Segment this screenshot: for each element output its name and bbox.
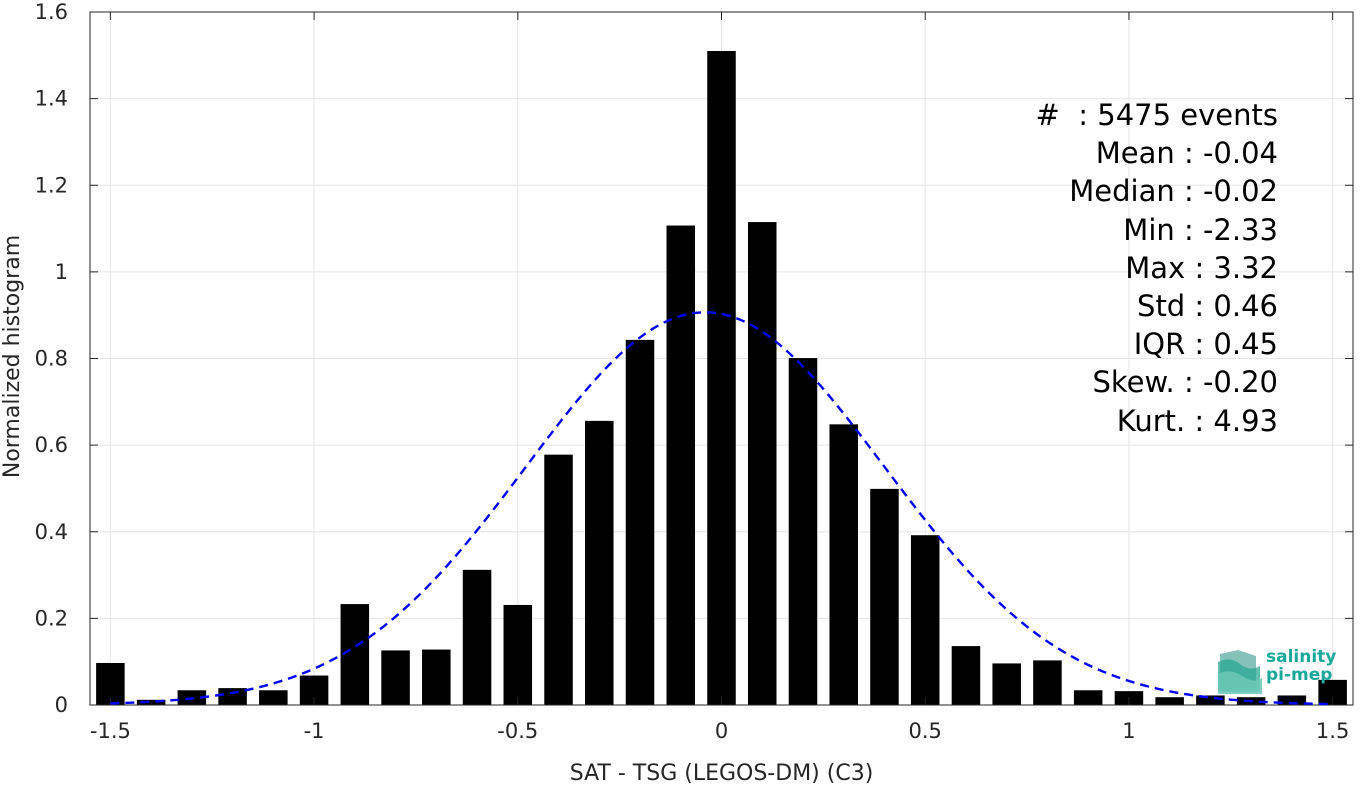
histogram-bar — [707, 50, 736, 705]
x-tick-label: 1.5 — [1316, 719, 1349, 743]
histogram-bar — [1033, 660, 1062, 705]
histogram-bar — [870, 488, 899, 705]
y-tick-label: 0 — [55, 693, 68, 717]
logo-line-salinity: salinity — [1266, 647, 1337, 667]
y-tick-label: 0.8 — [35, 347, 68, 371]
stat-kurt: Kurt. : 4.93 — [1116, 403, 1278, 438]
salinity-pimep-logo: salinity pi-mep — [1216, 646, 1346, 696]
y-tick-label: 1.6 — [35, 0, 68, 24]
x-tick-label: -1 — [304, 719, 325, 743]
histogram-bar — [422, 649, 451, 705]
stat-median: Median : -0.02 — [1069, 174, 1278, 209]
x-tick-label: 1 — [1122, 719, 1135, 743]
histogram-bar — [381, 650, 410, 705]
x-axis-label: SAT - TSG (LEGOS-DM) (C3) — [570, 761, 874, 785]
histogram-bar — [503, 604, 533, 705]
normal-fit-curve-group — [110, 311, 1333, 706]
histogram-bar — [666, 225, 696, 705]
histogram-bar — [951, 646, 981, 705]
wave-logo-icon — [1218, 650, 1262, 694]
histogram-bar — [829, 424, 858, 705]
histogram-bar — [1155, 697, 1184, 705]
logo-text: salinity pi-mep — [1266, 648, 1336, 684]
histogram-bar — [585, 420, 614, 705]
y-tick-label: 0.4 — [35, 520, 68, 544]
logo-line-pimep: pi-mep — [1266, 665, 1333, 685]
stat-iqr: IQR : 0.45 — [1133, 327, 1278, 362]
histogram-bars — [96, 50, 1347, 706]
histogram-bar — [788, 358, 818, 705]
y-tick-label: 1.4 — [35, 87, 68, 111]
histogram-bar — [1073, 690, 1103, 705]
histogram-bar — [1196, 695, 1225, 705]
histogram-bar — [136, 699, 166, 705]
stat-max: Max : 3.32 — [1125, 250, 1278, 285]
histogram-bar — [544, 454, 573, 705]
x-tick-label: -0.5 — [497, 719, 538, 743]
histogram-bar — [747, 222, 777, 706]
histogram-bar — [218, 688, 247, 705]
histogram-bar — [259, 690, 288, 705]
histogram-bar — [340, 604, 370, 705]
y-axis-label: Normalized histogram — [0, 235, 25, 478]
stat-skew: Skew. : -0.20 — [1092, 365, 1278, 400]
histogram-bar — [625, 339, 655, 705]
axis-ticks: -1.5 -1 -0.5 0 0.5 1 1.5 0 0.2 0.4 0.6 0.8 1 1.2 1.4 1.… — [35, 0, 1353, 743]
statistics-annotation: # : 5475 events Mean : -0.04 Median : -0… — [1036, 96, 1278, 440]
histogram-bar — [992, 663, 1021, 705]
x-tick-label: 0 — [715, 719, 728, 743]
normal-fit-curve — [110, 311, 1333, 706]
x-tick-label: -1.5 — [90, 719, 131, 743]
stat-events: # : 5475 events — [1035, 98, 1278, 132]
histogram-bar — [910, 535, 940, 705]
stat-min: Min : -2.33 — [1123, 212, 1278, 247]
y-tick-label: 1.2 — [35, 173, 68, 197]
stat-std: Std : 0.46 — [1137, 289, 1278, 324]
stat-mean: Mean : -0.04 — [1095, 136, 1278, 171]
x-tick-label: 0.5 — [909, 719, 942, 743]
y-tick-label: 0.6 — [35, 433, 68, 457]
y-tick-label: 0.2 — [35, 606, 68, 630]
y-tick-label: 1 — [55, 260, 68, 284]
histogram-bar — [462, 569, 492, 705]
histogram-bar — [1277, 695, 1307, 705]
